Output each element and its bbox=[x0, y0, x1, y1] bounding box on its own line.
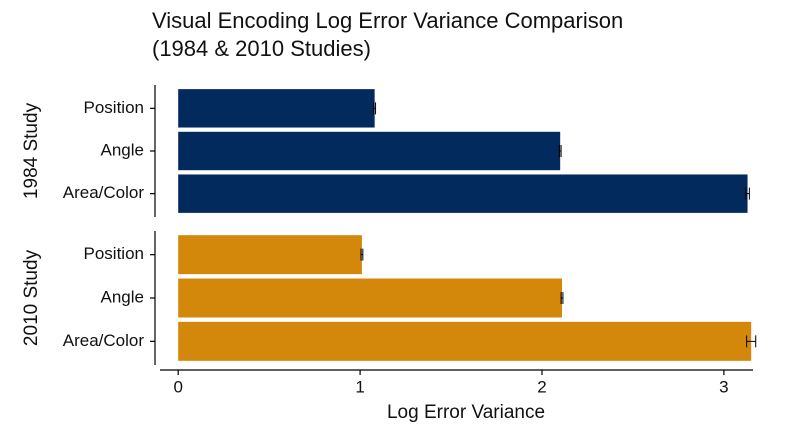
bar bbox=[178, 278, 563, 318]
facet-label: 2010 Study bbox=[21, 249, 42, 346]
bar bbox=[178, 235, 362, 275]
y-tick-label: Position bbox=[84, 244, 144, 263]
y-tick-label: Angle bbox=[101, 287, 144, 306]
chart-title: Visual Encoding Log Error Variance Compa… bbox=[152, 8, 623, 33]
error-bar bbox=[745, 187, 750, 200]
chart-title: (1984 & 2010 Studies) bbox=[152, 36, 371, 61]
x-axis-title: Log Error Variance bbox=[387, 402, 545, 423]
y-tick-label: Area/Color bbox=[63, 183, 145, 202]
bar bbox=[178, 131, 561, 171]
error-bar bbox=[560, 292, 564, 304]
facet-label: 1984 Study bbox=[21, 102, 42, 199]
error-bar bbox=[373, 102, 377, 115]
error-bar bbox=[558, 145, 562, 157]
x-tick-label: 3 bbox=[719, 377, 728, 396]
y-tick-label: Area/Color bbox=[63, 331, 145, 350]
y-tick-label: Angle bbox=[101, 140, 144, 159]
bar bbox=[178, 321, 752, 361]
x-tick-label: 0 bbox=[173, 377, 182, 396]
bar bbox=[178, 89, 375, 128]
x-tick-label: 2 bbox=[537, 377, 546, 396]
bar bbox=[178, 174, 748, 213]
y-tick-label: Position bbox=[84, 98, 144, 117]
error-bar bbox=[360, 248, 364, 261]
x-tick-label: 1 bbox=[355, 377, 364, 396]
error-bar bbox=[746, 335, 757, 348]
